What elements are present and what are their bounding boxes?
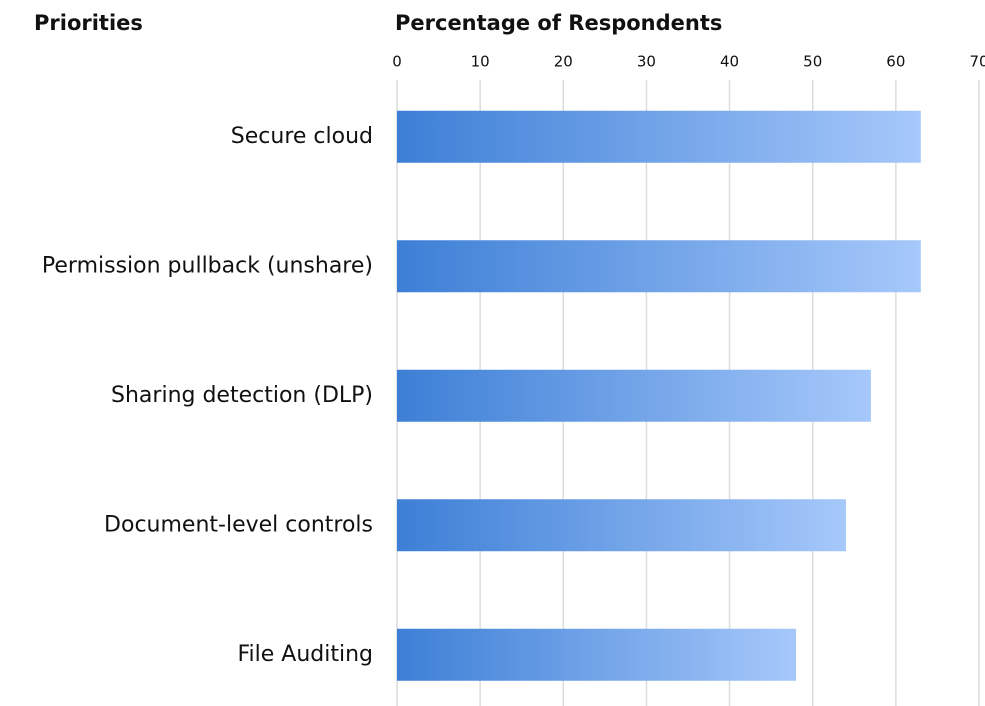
y-tick-label: Document-level controls	[104, 512, 373, 537]
bar	[397, 240, 921, 293]
x-tick-label: 40	[720, 53, 739, 71]
y-tick-label: Secure cloud	[231, 124, 373, 149]
bar	[397, 369, 871, 422]
bar	[397, 628, 797, 681]
y-tick-label: Permission pullback (unshare)	[42, 253, 373, 278]
x-tick-label: 60	[886, 53, 905, 71]
chart-title: Percentage of Respondents	[395, 11, 722, 35]
x-tick-label: 30	[637, 53, 656, 71]
bar	[397, 499, 846, 552]
x-tick-label: 50	[803, 53, 822, 71]
x-tick-label: 0	[392, 53, 402, 71]
y-tick-label: File Auditing	[237, 642, 373, 667]
y-tick-label: Sharing detection (DLP)	[111, 383, 373, 408]
x-tick-label: 20	[554, 53, 573, 71]
category-axis-title: Priorities	[34, 11, 143, 35]
x-tick-label: 10	[471, 53, 490, 71]
x-tick-label: 70	[969, 53, 985, 71]
bar	[397, 110, 921, 163]
